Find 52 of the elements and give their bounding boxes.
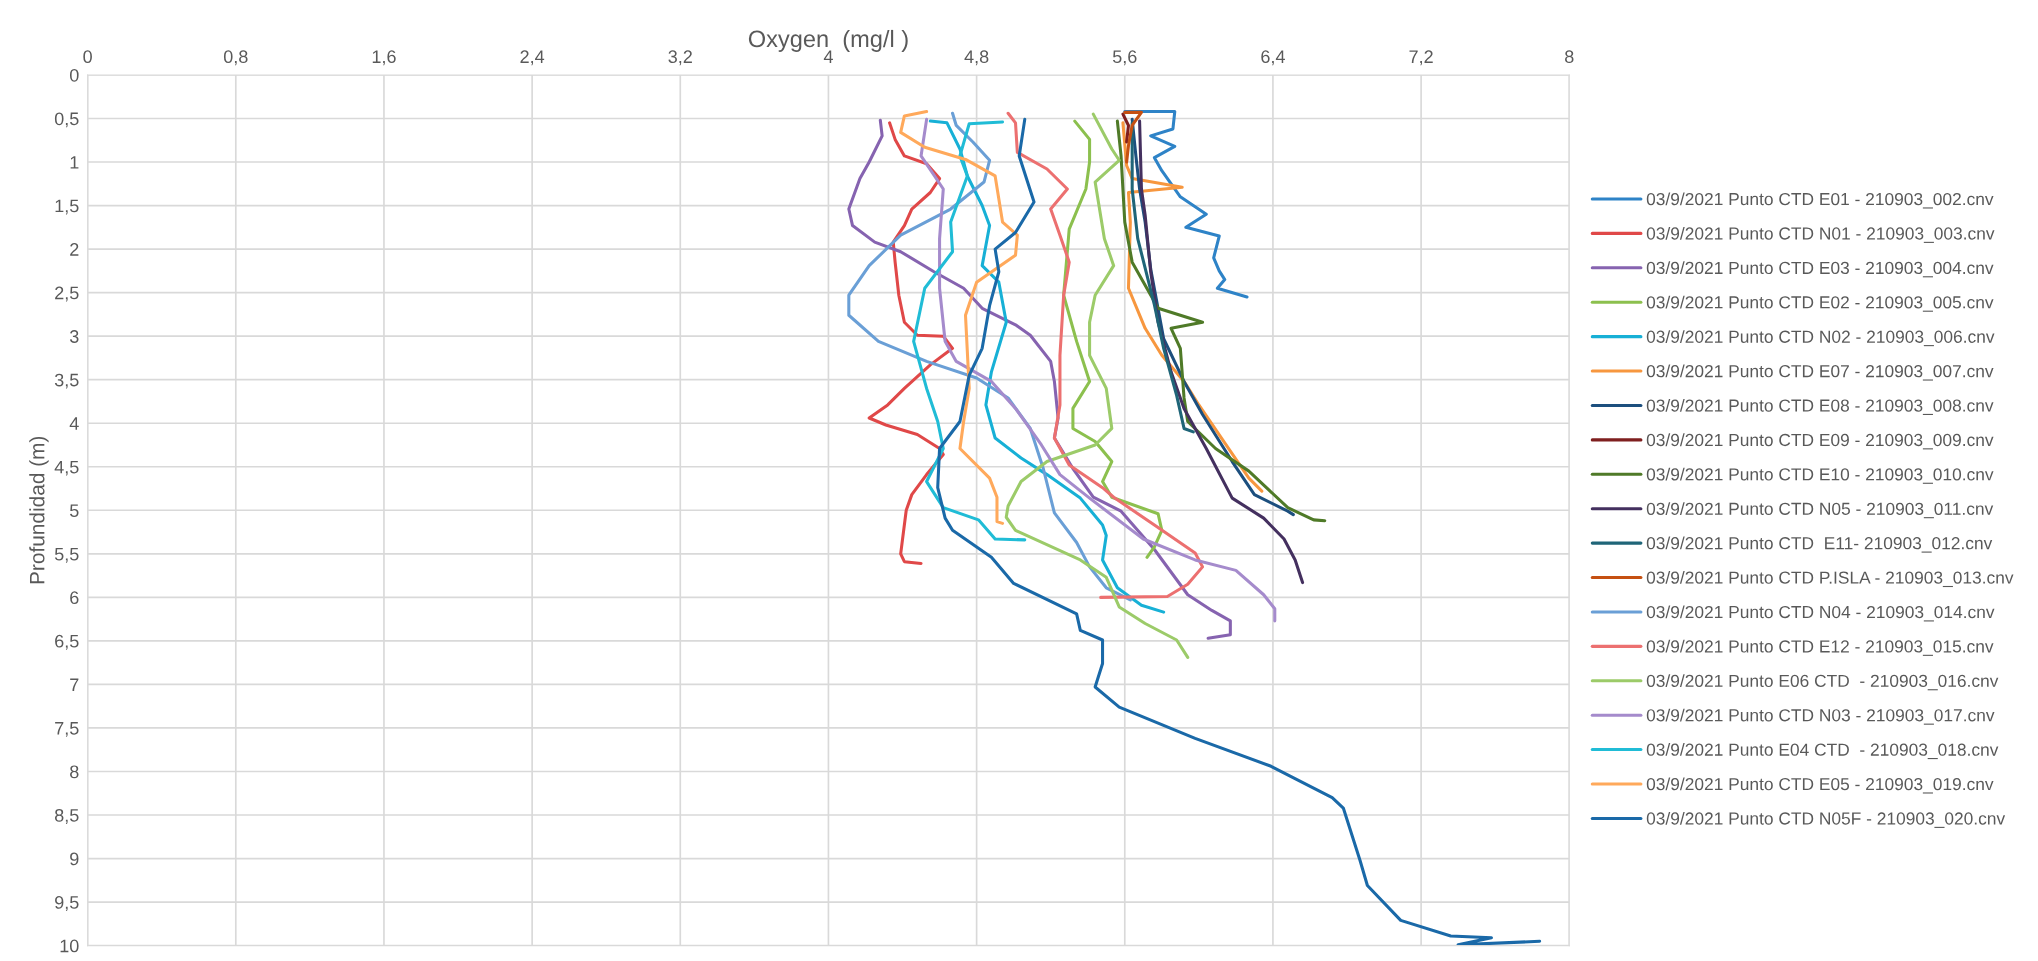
- y-tick-label: 3: [69, 330, 79, 343]
- x-tick-label: 4: [823, 50, 833, 63]
- legend-label: 03/9/2021 Punto CTD N02 - 210903_006.cnv: [1646, 330, 1995, 347]
- x-tick-label: 7,2: [1409, 50, 1433, 66]
- y-tick-label: 9: [70, 852, 79, 866]
- x-tick-label: 6,4: [1261, 50, 1285, 66]
- x-tick-label: 3,2: [668, 50, 692, 66]
- y-tick-label: 9,5: [55, 896, 79, 911]
- legend-label: 03/9/2021 Punto CTD E07 - 210903_007.cnv: [1646, 364, 1994, 381]
- x-tick-label: 8: [1565, 50, 1574, 64]
- y-tick-label: 3,5: [54, 373, 79, 389]
- y-tick-label: 5: [69, 504, 79, 518]
- legend-label: 03/9/2021 Punto CTD N04 - 210903_014.cnv: [1646, 605, 1995, 622]
- x-tick-label: 1,6: [372, 50, 396, 66]
- y-tick-label: 2,5: [55, 286, 79, 302]
- legend-label: 03/9/2021 Punto CTD N05F - 210903_020.cnv: [1646, 811, 2006, 828]
- legend-label: 03/9/2021 Punto CTD E01 - 210903_002.cnv: [1646, 192, 1994, 209]
- y-axis-title: Profundidad (m): [29, 436, 49, 584]
- x-tick-label: 4,8: [964, 50, 989, 66]
- legend-label: 03/9/2021 Punto CTD P.ISLA - 210903_013.cnv: [1646, 571, 2014, 588]
- legend-label: 03/9/2021 Punto CTD N03 - 210903_017.cnv: [1646, 708, 1995, 725]
- legend-label: 03/9/2021 Punto E04 CTD - 210903_018.cnv: [1646, 743, 1999, 760]
- legend-label: 03/9/2021 Punto CTD E11- 210903_012.cnv: [1646, 536, 1993, 553]
- x-tick-label: 0,8: [223, 50, 248, 66]
- legend-label: 03/9/2021 Punto CTD N01 - 210903_003.cnv: [1646, 226, 1995, 243]
- y-tick-label: 0,5: [54, 112, 79, 128]
- x-tick-label: 5,6: [1112, 50, 1137, 66]
- y-tick-label: 8: [70, 765, 79, 779]
- y-tick-label: 4,5: [54, 460, 79, 476]
- y-tick-label: 1: [70, 156, 79, 169]
- legend-label: 03/9/2021 Punto CTD E02 - 210903_005.cnv: [1646, 295, 1994, 312]
- legend-label: 03/9/2021 Punto CTD N05 - 210903_011.cnv: [1646, 502, 1994, 519]
- legend-label: 03/9/2021 Punto CTD E08 - 210903_008.cnv: [1646, 398, 1994, 415]
- legend-label: 03/9/2021 Punto CTD E12 - 210903_015.cnv: [1646, 639, 1994, 656]
- y-tick-label: 5,5: [54, 547, 79, 563]
- x-tick-label: 0: [83, 50, 92, 64]
- y-tick-label: 4: [69, 417, 79, 430]
- legend-label: 03/9/2021 Punto E06 CTD - 210903_016.cnv: [1646, 674, 1999, 691]
- legend-label: 03/9/2021 Punto CTD E10 - 210903_010.cnv: [1646, 467, 1994, 484]
- y-tick-label: 7,5: [55, 722, 79, 737]
- x-tick-label: 2,4: [520, 50, 545, 66]
- y-tick-label: 8,5: [54, 808, 79, 824]
- y-tick-label: 2: [70, 243, 79, 256]
- y-tick-label: 6,5: [55, 634, 79, 650]
- y-tick-label: 0: [69, 68, 79, 82]
- y-tick-label: 7: [70, 678, 79, 691]
- legend-label: 03/9/2021 Punto CTD E09 - 210903_009.cnv: [1646, 433, 1994, 450]
- y-tick-label: 6: [70, 591, 79, 605]
- legend-label: 03/9/2021 Punto CTD E03 - 210903_004.cnv: [1646, 261, 1994, 278]
- y-tick-label: 1,5: [55, 199, 79, 215]
- legend-label: 03/9/2021 Punto CTD E05 - 210903_019.cnv: [1646, 777, 1994, 794]
- y-tick-label: 10: [60, 939, 79, 953]
